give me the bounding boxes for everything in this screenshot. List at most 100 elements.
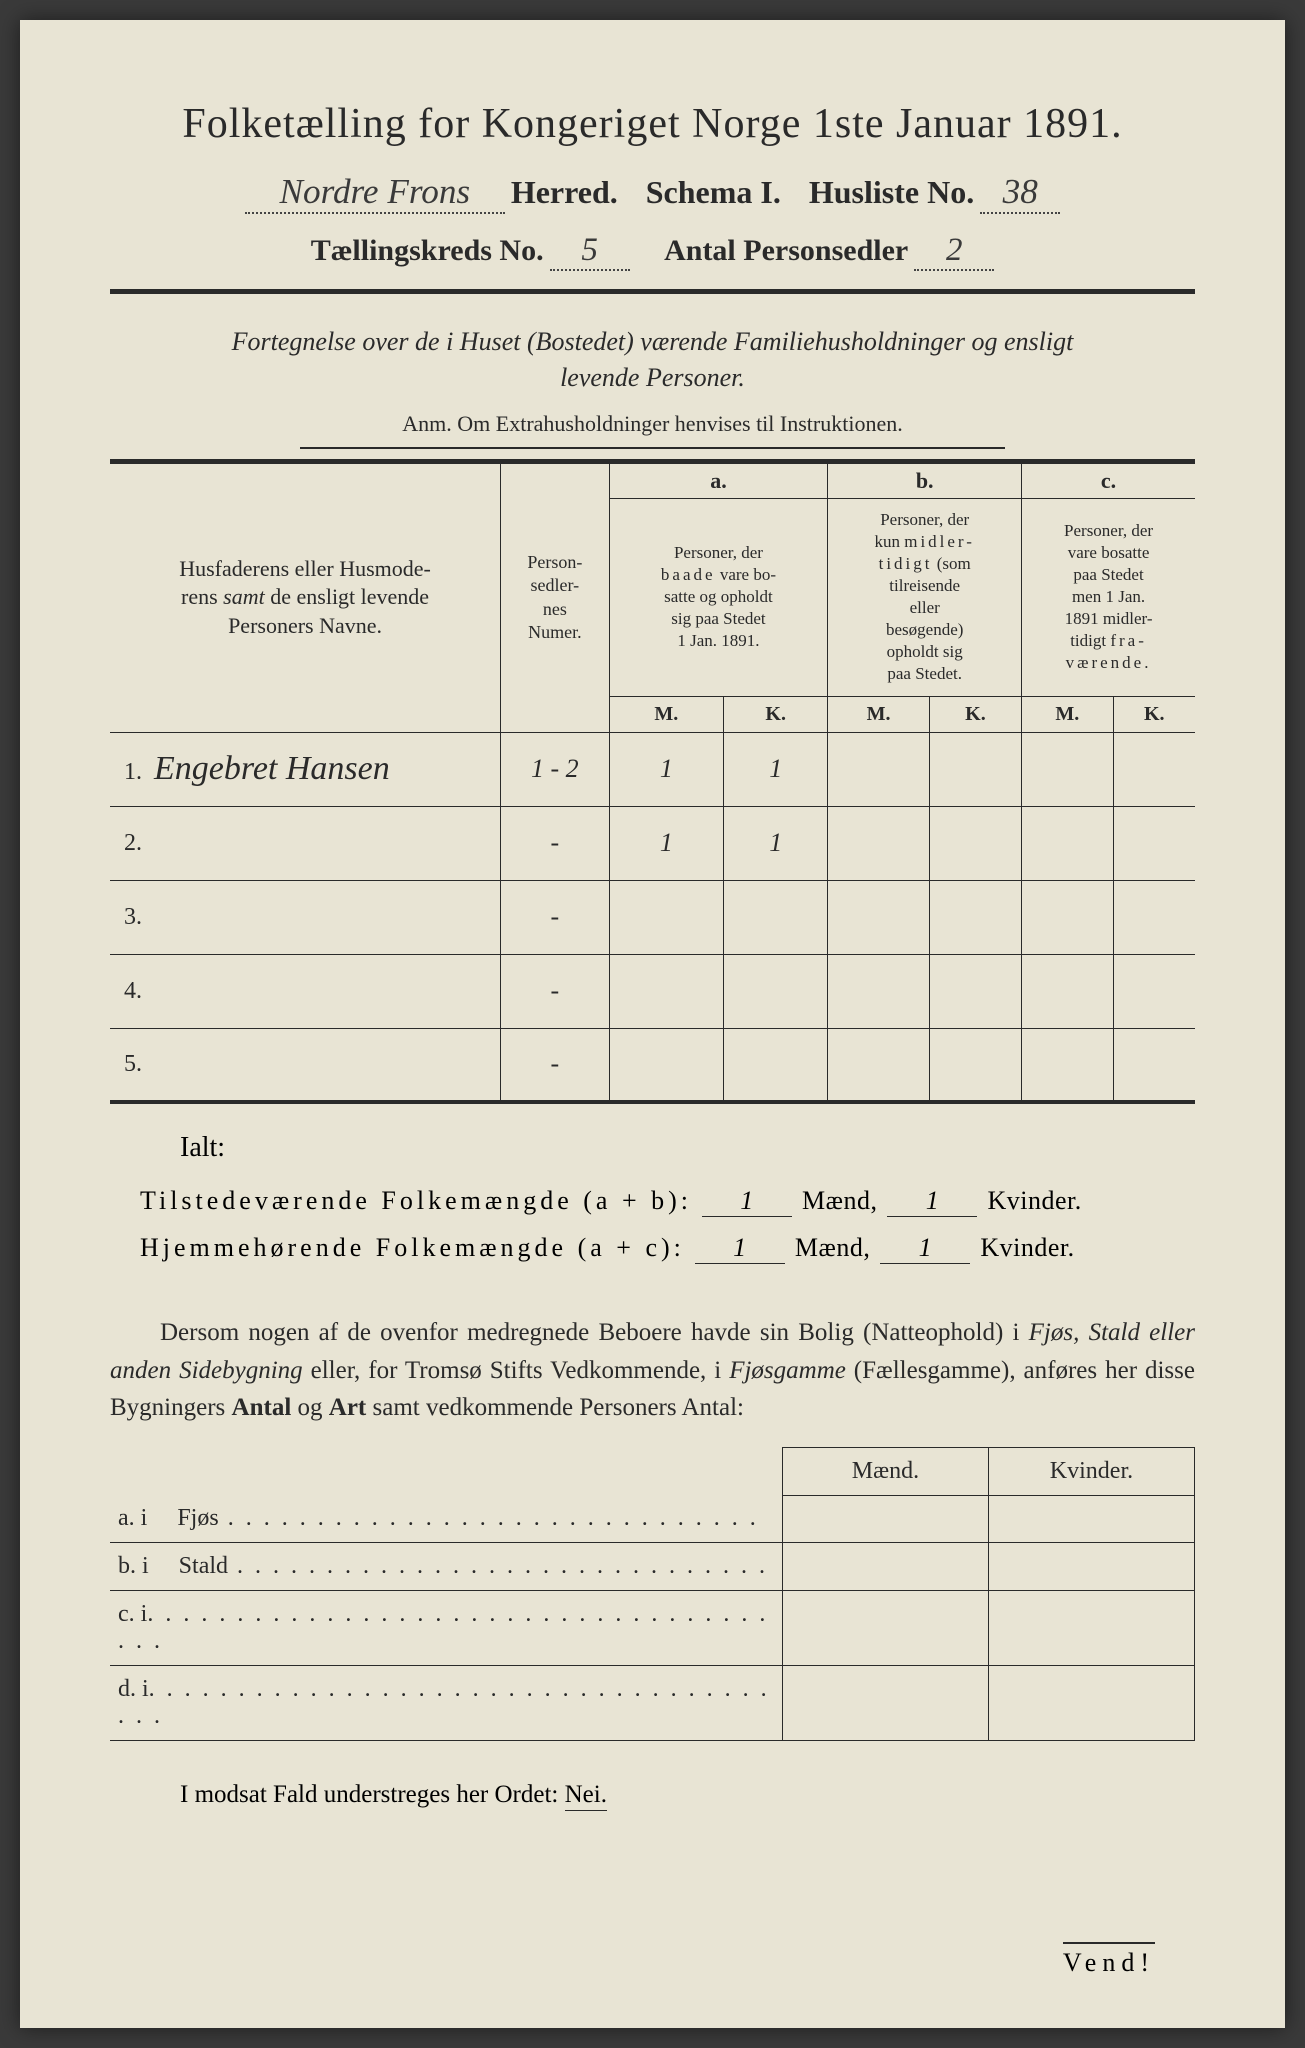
- mk: K.: [929, 696, 1021, 732]
- nei-word: Nei.: [565, 1781, 607, 1811]
- nei-text: I modsat Fald understreges her Ordet:: [180, 1781, 565, 1808]
- bm: [828, 954, 929, 1028]
- table-row: 4. -: [110, 954, 1195, 1028]
- col-a-desc: Personer, derbaade vare bo-satte og opho…: [609, 498, 828, 696]
- b1: Antal: [232, 1394, 292, 1421]
- it2: Fjøsgamme: [729, 1357, 846, 1384]
- kvinder-cell: [988, 1666, 1194, 1741]
- kvinder-label: Kvinder.: [980, 1233, 1074, 1263]
- am: [609, 880, 724, 954]
- subtitle-line1: Fortegnelse over de i Huset (Bostedet) v…: [232, 327, 1074, 356]
- rownum: 2.: [124, 830, 142, 856]
- census-form-page: Folketælling for Kongeriget Norge 1ste J…: [20, 20, 1285, 2028]
- anm-note: Anm. Om Extrahusholdninger henvises til …: [110, 411, 1195, 437]
- summary2-label: Hjemmehørende Folkemængde (a + c):: [140, 1233, 685, 1263]
- col-b-desc: Personer, derkun midler-tidigt (somtilre…: [828, 498, 1022, 696]
- mk: K.: [724, 696, 828, 732]
- kvinder-header: Kvinder.: [988, 1447, 1194, 1495]
- mk: M.: [1022, 696, 1113, 732]
- bk: [929, 732, 1021, 806]
- ak: 1: [724, 732, 828, 806]
- schema-label: Schema I.: [646, 174, 781, 211]
- l2-k: 1: [880, 1233, 970, 1264]
- table-row: 5. -: [110, 1028, 1195, 1102]
- vend-label: Vend!: [1063, 1942, 1155, 1978]
- am: [609, 1028, 724, 1102]
- husliste-value: 38: [980, 172, 1060, 214]
- table-row: 2. - 1 1: [110, 806, 1195, 880]
- bk: [929, 806, 1021, 880]
- antal-value: 2: [914, 232, 994, 271]
- header-line-2: Nordre Frons Herred. Schema I. Husliste …: [110, 172, 1195, 214]
- table-row: 1. Engebret Hansen 1 - 2 1 1: [110, 732, 1195, 806]
- maend-label: Mænd,: [795, 1233, 870, 1263]
- table-row: c. i. . . . . . . . . . . . . . . . . . …: [110, 1591, 1195, 1666]
- table-row: b. i Stald . . . . . . . . . . . . . . .…: [110, 1543, 1195, 1591]
- nei-line: I modsat Fald understreges her Ordet: Ne…: [110, 1781, 1195, 1809]
- ck: [1113, 1028, 1195, 1102]
- cm: [1022, 880, 1113, 954]
- ak: [724, 1028, 828, 1102]
- ck: [1113, 732, 1195, 806]
- main-title: Folketælling for Kongeriget Norge 1ste J…: [110, 100, 1195, 148]
- cm: [1022, 806, 1113, 880]
- divider: [110, 289, 1195, 294]
- t5: samt vedkommende Personers Antal:: [366, 1394, 744, 1421]
- ck: [1113, 806, 1195, 880]
- herred-label: Herred.: [511, 174, 618, 211]
- am: [609, 954, 724, 1028]
- ialt-label: Ialt:: [110, 1132, 1195, 1164]
- bk: [929, 1028, 1021, 1102]
- row-label: a. i: [118, 1505, 147, 1531]
- bm: [828, 732, 929, 806]
- bk: [929, 880, 1021, 954]
- bm: [828, 806, 929, 880]
- maend-cell: [782, 1591, 988, 1666]
- kvinder-cell: [988, 1591, 1194, 1666]
- body-paragraph: Dersom nogen af de ovenfor medregnede Be…: [110, 1314, 1195, 1427]
- seq: 1 - 2: [501, 732, 610, 806]
- maend-header: Mænd.: [782, 1447, 988, 1495]
- summary-line-1: Tilstedeværende Folkemængde (a + b): 1 M…: [110, 1186, 1195, 1217]
- name: Engebret Hansen: [154, 750, 390, 787]
- mk: M.: [828, 696, 929, 732]
- header-line-3: Tællingskreds No. 5 Antal Personsedler 2: [110, 232, 1195, 271]
- main-table: Husfaderens eller Husmode-rens samt de e…: [110, 459, 1195, 1104]
- rownum: 5.: [124, 1051, 142, 1077]
- kreds-label: Tællingskreds No.: [311, 234, 544, 268]
- divider: [300, 447, 1005, 449]
- mk: K.: [1113, 696, 1195, 732]
- mk: M.: [609, 696, 724, 732]
- ck: [1113, 880, 1195, 954]
- cm: [1022, 732, 1113, 806]
- kreds-value: 5: [550, 232, 630, 271]
- kvinder-cell: [988, 1495, 1194, 1543]
- c-header: c.: [1022, 461, 1195, 498]
- maend-cell: [782, 1495, 988, 1543]
- seq: -: [501, 806, 610, 880]
- b2: Art: [329, 1394, 366, 1421]
- col1-header: Husfaderens eller Husmode-rens samt de e…: [110, 461, 501, 732]
- am: 1: [609, 732, 724, 806]
- husliste-label: Husliste No.: [809, 174, 974, 211]
- col2-header: Person-sedler-nesNumer.: [501, 461, 610, 732]
- cm: [1022, 1028, 1113, 1102]
- summary-line-2: Hjemmehørende Folkemængde (a + c): 1 Mæn…: [110, 1233, 1195, 1264]
- a-header: a.: [609, 461, 828, 498]
- seq: -: [501, 954, 610, 1028]
- seq: -: [501, 1028, 610, 1102]
- row-label: b. i: [118, 1553, 149, 1579]
- herred-value: Nordre Frons: [245, 172, 505, 214]
- subtitle: Fortegnelse over de i Huset (Bostedet) v…: [110, 324, 1195, 397]
- maend-cell: [782, 1666, 988, 1741]
- row-label: d. i: [118, 1676, 149, 1702]
- table-row: 3. -: [110, 880, 1195, 954]
- ak: [724, 880, 828, 954]
- summary1-label: Tilstedeværende Folkemængde (a + b):: [140, 1186, 692, 1216]
- ak: 1: [724, 806, 828, 880]
- rownum: 4.: [124, 978, 142, 1004]
- ck: [1113, 954, 1195, 1028]
- l2-m: 1: [695, 1233, 785, 1264]
- seq: -: [501, 880, 610, 954]
- ak: [724, 954, 828, 1028]
